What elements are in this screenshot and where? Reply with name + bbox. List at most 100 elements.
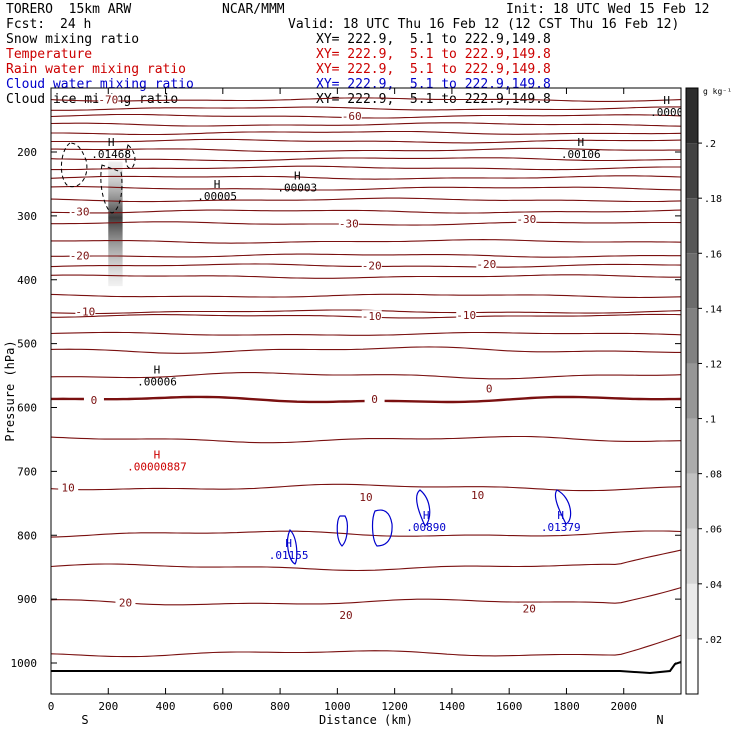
colorbar-segment <box>686 253 698 309</box>
max-marker: H <box>285 537 292 550</box>
contour-label-bg <box>69 205 90 218</box>
y-tick-label: 300 <box>17 210 37 223</box>
model-title: TORERO 15km ARW <box>6 2 132 17</box>
colorbar-tick-label: .18 <box>704 194 722 205</box>
contour-label-bg <box>58 481 79 494</box>
temperature-contour <box>51 239 681 244</box>
y-tick-label: 800 <box>17 529 37 542</box>
colorbar-tick-label: .1 <box>704 415 716 426</box>
snow-contour <box>61 142 88 188</box>
contour-label-bg <box>115 596 136 609</box>
max-value: .00890 <box>406 521 446 534</box>
contour-label-bg <box>361 259 382 272</box>
valid-xy: XY= 222.9, 5.1 to 222.9,149.8 <box>316 32 551 47</box>
legend-temperature-xy: XY= 222.9, 5.1 to 222.9,149.8 <box>316 47 551 62</box>
snow-contour <box>100 164 123 214</box>
temperature-label: 20 <box>523 603 536 616</box>
contour-label-bg <box>516 213 537 226</box>
contour-label-bg <box>69 249 90 262</box>
contour-label-bg <box>476 257 497 270</box>
max-value: .01379 <box>541 521 581 534</box>
temperature-label: 0 <box>371 393 378 406</box>
temperature-label: -30 <box>70 205 90 218</box>
max-value: .01468 <box>91 148 131 161</box>
colorbar-unit: g kg⁻¹ <box>703 87 732 96</box>
colorbar-segment <box>686 583 698 639</box>
colorbar-segment <box>686 418 698 474</box>
y-tick-label: 1000 <box>11 657 38 670</box>
colorbar-segment <box>686 528 698 584</box>
temperature-contour <box>51 253 681 258</box>
colorbar-segment <box>686 638 698 694</box>
x-tick-label: 400 <box>156 700 176 713</box>
max-marker: H <box>663 94 670 107</box>
max-value: .01155 <box>269 549 309 562</box>
x-tick-label: 0 <box>48 700 55 713</box>
x-tick-label: 1400 <box>439 700 466 713</box>
center-name: NCAR/MMM <box>222 2 285 17</box>
colorbar-segment <box>686 88 698 144</box>
temperature-label: 0 <box>486 382 493 395</box>
temperature-label: -30 <box>516 213 536 226</box>
contour-label-bg <box>467 489 488 502</box>
temperature-label: 10 <box>471 489 484 502</box>
temperature-contour <box>51 372 681 380</box>
contour-label-bg <box>98 93 119 106</box>
legend-temperature: Temperature <box>6 47 93 62</box>
temperature-contour <box>51 122 681 127</box>
x-tick-label: 1600 <box>496 700 523 713</box>
max-value: .00106 <box>561 148 601 161</box>
max-value: .00000887 <box>127 460 187 473</box>
temperature-contour <box>51 138 681 144</box>
forecast-hour: 24 h <box>60 17 92 32</box>
cloud-water-contour <box>416 489 431 527</box>
temperature-contour <box>51 97 681 102</box>
ground-line <box>51 661 681 675</box>
colorbar-tick-label: .14 <box>704 304 722 315</box>
contour-label-bg <box>361 310 382 323</box>
temperature-contour <box>51 130 681 136</box>
temperature-label: -10 <box>362 310 382 323</box>
max-marker: H <box>214 178 221 191</box>
max-marker: H <box>294 169 301 182</box>
colorbar-segment <box>686 363 698 419</box>
y-tick-label: 200 <box>17 146 37 159</box>
max-value: .00003 <box>277 181 317 194</box>
colorbar-tick-label: .08 <box>704 470 722 481</box>
contour-label-bg <box>364 393 385 406</box>
temperature-label: 20 <box>339 609 352 622</box>
init-time: Init: 18 UTC Wed 15 Feb 12 <box>506 2 710 17</box>
max-marker: H <box>423 509 430 522</box>
contour-label-bg <box>341 110 362 123</box>
temperature-contour <box>51 165 681 171</box>
contour-label-bg <box>519 602 540 615</box>
x-axis-label: Distance (km) <box>319 713 413 727</box>
temperature-contour <box>51 221 681 226</box>
contour-label-bg <box>479 382 500 395</box>
cloud-water-contour <box>286 528 298 565</box>
colorbar-tick-label: .12 <box>704 359 722 370</box>
colorbar-tick-label: .02 <box>704 635 722 646</box>
x-tick-label: 600 <box>213 700 233 713</box>
colorbar-tick-label: .04 <box>704 580 722 591</box>
contour-label-bg <box>83 393 104 406</box>
temperature-label: -10 <box>75 306 95 319</box>
plot-frame <box>50 87 682 695</box>
cloud-water-contour <box>336 515 348 547</box>
snow-contour <box>125 144 136 169</box>
max-value: .00006 <box>137 375 177 388</box>
x-tick-label: 800 <box>270 700 290 713</box>
contour-label-bg <box>356 490 376 503</box>
temperature-contour <box>51 274 681 279</box>
contour-label-bg <box>456 308 477 321</box>
temperature-contour <box>51 549 681 572</box>
temperature-label: 10 <box>359 491 372 504</box>
colorbar-tick-label: .06 <box>704 525 722 536</box>
contour-label-bg <box>338 217 359 230</box>
legend-rain: Rain water mixing ratio <box>6 62 187 77</box>
temperature-label: -60 <box>342 110 362 123</box>
temperature-label: -70 <box>98 94 118 107</box>
temperature-label: -10 <box>456 309 476 322</box>
temperature-contour <box>51 530 681 538</box>
cloud-water-contour <box>371 509 393 547</box>
